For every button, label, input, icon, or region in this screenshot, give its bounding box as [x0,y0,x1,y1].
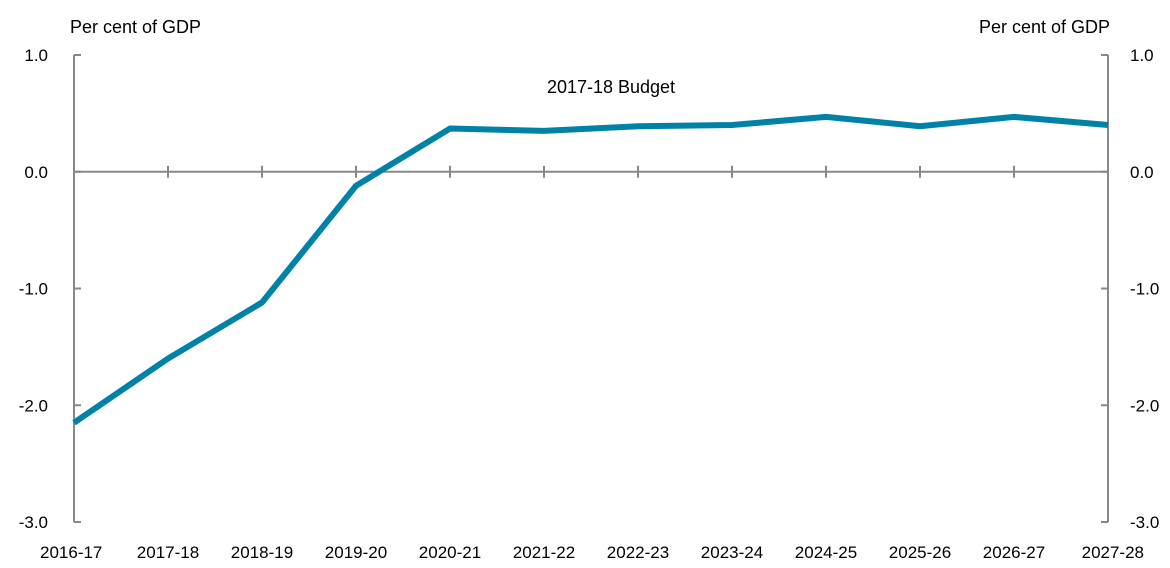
x-tick-label: 2017-18 [137,543,199,562]
series-group [72,113,1109,426]
x-axis-ticks: 2016-17 2017-18 2018-19 2019-20 2020-21 2021-… [40,165,1144,562]
series-line-2017-18-budget [72,113,1109,426]
right-y-tick-label: -3.0 [1130,513,1159,532]
x-tick-label: 2019-20 [325,543,387,562]
x-tick-label: 2016-17 [40,543,102,562]
x-tick-label: 2020-21 [419,543,481,562]
right-y-tick-label: -1.0 [1130,280,1159,299]
x-tick-label: 2024-25 [795,543,857,562]
x-tick-label: 2021-22 [513,543,575,562]
x-tick-label: 2027-28 [1082,543,1144,562]
x-tick-label: 2025-26 [889,543,951,562]
right-y-axis-unit-label: Per cent of GDP [979,17,1110,37]
left-y-tick-label: -3.0 [19,513,48,532]
right-y-tick-label: 0.0 [1130,163,1154,182]
right-y-tick-label: -2.0 [1130,396,1159,415]
left-y-tick-label: -1.0 [19,280,48,299]
right-y-tick-label: 1.0 [1130,46,1154,65]
right-y-axis-ticks: 1.0 0.0 -1.0 -2.0 -3.0 [1101,46,1159,532]
left-y-axis-unit-label: Per cent of GDP [70,17,201,37]
x-tick-label: 2026-27 [983,543,1045,562]
x-tick-label: 2023-24 [701,543,763,562]
left-y-tick-label: -2.0 [19,396,48,415]
left-y-tick-label: 1.0 [24,46,48,65]
left-y-axis-ticks: 1.0 0.0 -1.0 -2.0 -3.0 [19,46,81,532]
left-y-tick-label: 0.0 [24,163,48,182]
x-tick-label: 2018-19 [231,543,293,562]
series-label-2017-18-budget: 2017-18 Budget [547,77,675,97]
x-tick-label: 2022-23 [607,543,669,562]
